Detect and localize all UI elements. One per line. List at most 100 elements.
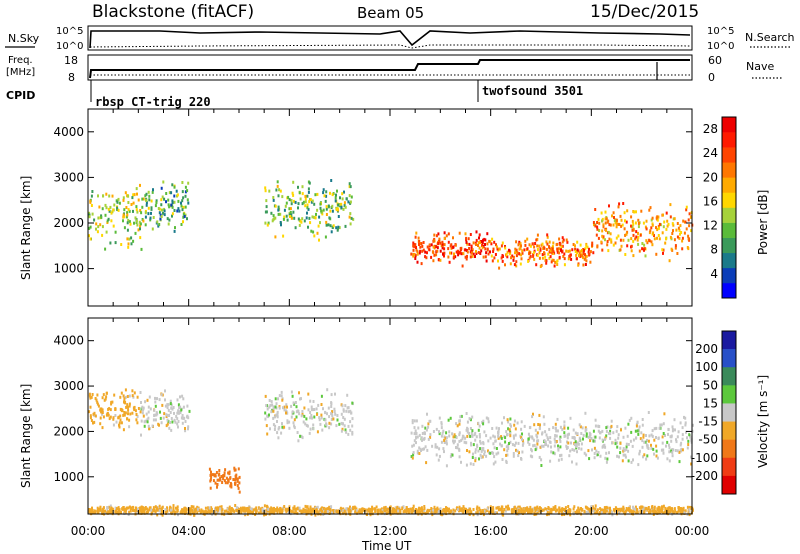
echo-cell — [309, 508, 312, 512]
echo-cell — [309, 416, 312, 420]
echo-cell — [527, 440, 530, 444]
echo-cell — [667, 511, 670, 515]
echo-cell — [560, 457, 563, 461]
echo-cell — [506, 255, 509, 259]
echo-cell — [458, 419, 461, 423]
echo-cell — [415, 419, 418, 423]
echo-cell — [306, 194, 309, 198]
echo-cell — [474, 450, 477, 454]
echo-cell — [521, 251, 524, 255]
echo-cell — [607, 249, 610, 253]
echo-cell — [481, 241, 484, 245]
echo-cell — [669, 203, 672, 207]
echo-cell — [133, 509, 136, 512]
echo-cell — [552, 250, 555, 254]
echo-cell — [536, 233, 539, 237]
echo-cell — [627, 238, 630, 242]
echo-cell — [200, 510, 203, 514]
echo-cell — [533, 257, 536, 261]
echo-cell — [319, 202, 322, 206]
echo-cell — [457, 250, 460, 254]
echo-cell — [120, 391, 123, 395]
echo-cell — [307, 408, 310, 412]
echo-cell — [692, 423, 694, 427]
echo-cell — [349, 185, 352, 189]
echo-cell — [452, 508, 455, 512]
echo-cell — [557, 444, 559, 448]
echo-cell — [668, 450, 671, 454]
echo-cell — [615, 225, 618, 229]
echo-cell — [586, 245, 589, 249]
echo-cell — [144, 215, 147, 219]
echo-cell — [90, 419, 93, 422]
echo-cell — [134, 509, 137, 513]
echo-cell — [577, 263, 580, 267]
echo-cell — [102, 507, 105, 511]
echo-cell — [291, 410, 294, 414]
echo-cell — [391, 509, 394, 513]
echo-cell — [466, 242, 469, 246]
echo-cell — [349, 409, 352, 413]
echo-cell — [687, 237, 690, 241]
echo-cell — [667, 427, 670, 431]
echo-cell — [507, 443, 510, 447]
echo-cell — [320, 403, 323, 406]
echo-cell — [347, 424, 350, 428]
echo-cell — [604, 437, 606, 441]
echo-cell — [688, 513, 691, 517]
echo-cell — [351, 430, 354, 434]
echo-cell — [458, 231, 461, 235]
echo-cell — [642, 221, 645, 225]
echo-cell — [131, 196, 134, 200]
echo-cell — [122, 219, 124, 223]
colorbar-tick-label: 16 — [703, 194, 718, 208]
echo-cell — [272, 196, 275, 199]
echo-cell — [670, 439, 673, 443]
echo-cell — [518, 247, 521, 251]
echo-cell — [655, 454, 658, 458]
echo-cell — [297, 185, 299, 189]
echo-cell — [343, 204, 346, 208]
echo-cell — [418, 243, 420, 246]
echo-cell — [587, 449, 590, 453]
echo-cell — [531, 242, 534, 246]
colorbar-swatch — [722, 475, 736, 495]
echo-cell — [613, 219, 616, 223]
echo-cell — [475, 238, 478, 242]
echo-cell — [435, 234, 438, 238]
y-tick-label: 4000 — [53, 125, 84, 139]
echo-cell — [418, 433, 421, 437]
echo-cell — [102, 415, 105, 419]
echo-cell — [110, 402, 113, 406]
echo-cell — [130, 506, 133, 510]
echo-cell — [282, 217, 285, 221]
echo-cell — [348, 194, 351, 198]
echo-cell — [271, 403, 274, 407]
echo-cell — [285, 411, 287, 415]
echo-cell — [493, 446, 496, 450]
noise-tick-low-right: 10^0 — [707, 41, 734, 52]
echo-cell — [347, 200, 350, 204]
echo-cell — [653, 509, 656, 512]
echo-cell — [585, 453, 588, 457]
echo-cell — [555, 440, 558, 443]
echo-cell — [536, 435, 539, 439]
echo-cell — [542, 415, 545, 419]
echo-cell — [475, 250, 477, 254]
echo-cell — [557, 458, 560, 462]
echo-cell — [667, 443, 670, 447]
echo-cell — [646, 241, 649, 245]
echo-cell — [131, 411, 134, 415]
echo-cell — [217, 508, 219, 512]
echo-cell — [168, 205, 171, 209]
colorbar-tick-label: -50 — [698, 433, 718, 447]
echo-cell — [634, 237, 637, 241]
echo-cell — [182, 196, 185, 200]
echo-cell — [339, 506, 342, 510]
echo-cell — [494, 253, 497, 256]
echo-cell — [574, 431, 577, 435]
echo-cell — [521, 443, 524, 447]
echo-cell — [175, 415, 178, 418]
echo-cell — [481, 455, 484, 459]
